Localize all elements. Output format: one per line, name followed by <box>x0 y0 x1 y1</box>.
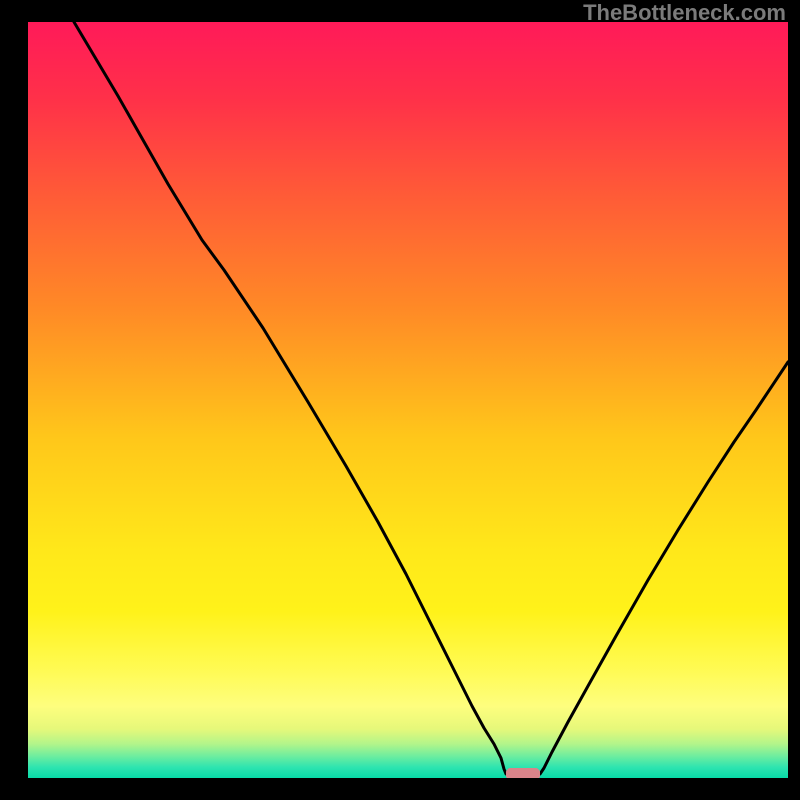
watermark-text: TheBottleneck.com <box>583 0 786 26</box>
plot-area <box>28 22 788 778</box>
minimum-marker <box>506 768 540 778</box>
chart-frame: TheBottleneck.com <box>0 0 800 800</box>
bottleneck-curve <box>28 22 788 778</box>
